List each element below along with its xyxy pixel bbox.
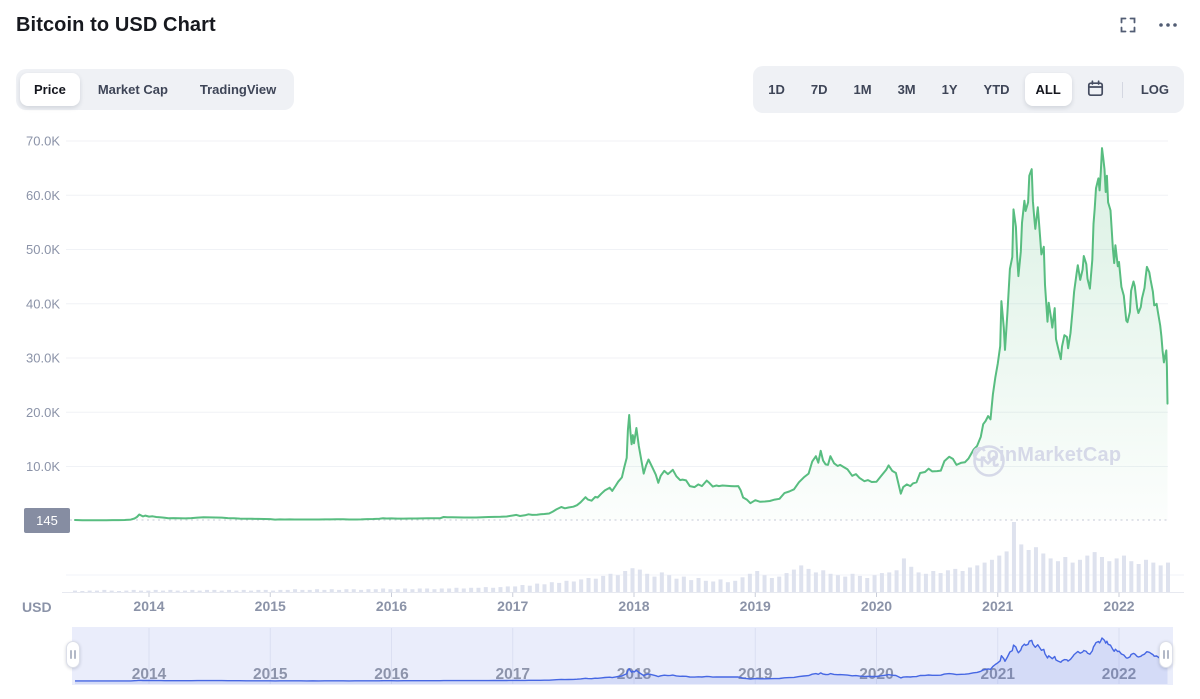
range-1y-button[interactable]: 1Y [931, 73, 969, 106]
svg-text:2019: 2019 [740, 598, 771, 614]
range-7d-button[interactable]: 7D [800, 73, 839, 106]
price-chart[interactable]: 70.0K 60.0K 50.0K 40.0K 30.0K 20.0K 10.0K 2014 2… [0, 110, 1200, 627]
range-3m-button[interactable]: 3M [887, 73, 927, 106]
navigator-area-fill [75, 638, 1168, 684]
svg-text:20.0K: 20.0K [26, 405, 60, 420]
svg-text:2020: 2020 [859, 666, 893, 683]
log-scale-button[interactable]: LOG [1130, 73, 1180, 106]
svg-text:10.0K: 10.0K [26, 459, 60, 474]
range-ytd-button[interactable]: YTD [973, 73, 1021, 106]
price-axis-badge: 145 [24, 508, 70, 533]
range-selector: 1D 7D 1M 3M 1Y YTD ALL LOG [753, 66, 1184, 113]
tab-market-cap[interactable]: Market Cap [84, 73, 182, 106]
range-all-button[interactable]: ALL [1024, 73, 1072, 106]
tab-tradingview[interactable]: TradingView [186, 73, 290, 106]
svg-text:2022: 2022 [1102, 666, 1136, 683]
svg-text:2022: 2022 [1103, 598, 1134, 614]
svg-text:2015: 2015 [253, 666, 288, 683]
navigator-right-handle[interactable] [1159, 641, 1173, 668]
svg-text:2016: 2016 [374, 666, 409, 683]
calendar-icon [1087, 80, 1103, 97]
currency-label: USD [22, 599, 52, 615]
svg-text:2015: 2015 [255, 598, 286, 614]
svg-text:2017: 2017 [497, 598, 528, 614]
tab-price[interactable]: Price [20, 73, 80, 106]
navigator-line [75, 637, 1169, 682]
svg-text:40.0K: 40.0K [26, 296, 60, 311]
svg-text:2014: 2014 [132, 666, 167, 683]
svg-text:2021: 2021 [982, 598, 1013, 614]
svg-text:2018: 2018 [618, 598, 649, 614]
page-title: Bitcoin to USD Chart [16, 13, 216, 36]
x-axis-ticks [148, 592, 1120, 597]
chart-type-tabs: Price Market Cap TradingView [16, 69, 295, 110]
svg-text:2021: 2021 [981, 666, 1016, 683]
price-area-fill [75, 148, 1168, 521]
range-1d-button[interactable]: 1D [757, 73, 796, 106]
svg-text:2020: 2020 [861, 598, 892, 614]
svg-text:2014: 2014 [133, 598, 164, 614]
range-1m-button[interactable]: 1M [843, 73, 883, 106]
chart-toolbar: Price Market Cap TradingView 1D 7D 1M 3M… [16, 66, 1184, 113]
price-line [74, 147, 1169, 522]
more-options-button[interactable] [1158, 22, 1178, 28]
navigator-gridlines [148, 628, 1120, 684]
svg-text:2018: 2018 [617, 666, 652, 683]
fullscreen-icon [1120, 17, 1136, 33]
x-axis-labels: 2014 2015 2016 2017 2018 2019 2020 2021 2022 [133, 598, 1134, 614]
volume-bars [73, 522, 1170, 592]
chart-header: Bitcoin to USD Chart [0, 0, 1200, 50]
svg-text:50.0K: 50.0K [26, 242, 60, 257]
date-range-calendar-button[interactable] [1076, 70, 1115, 109]
toolbar-divider [1121, 81, 1123, 98]
navigator-left-handle[interactable] [66, 641, 80, 668]
svg-text:70.0K: 70.0K [26, 134, 60, 149]
y-axis-labels: 70.0K 60.0K 50.0K 40.0K 30.0K 20.0K 10.0K [26, 134, 60, 475]
header-actions [1120, 17, 1178, 33]
fullscreen-button[interactable] [1120, 17, 1136, 33]
svg-text:30.0K: 30.0K [26, 351, 60, 366]
svg-text:2017: 2017 [496, 666, 530, 683]
ellipsis-icon [1159, 23, 1177, 27]
svg-text:60.0K: 60.0K [26, 188, 60, 203]
svg-text:2016: 2016 [376, 598, 407, 614]
